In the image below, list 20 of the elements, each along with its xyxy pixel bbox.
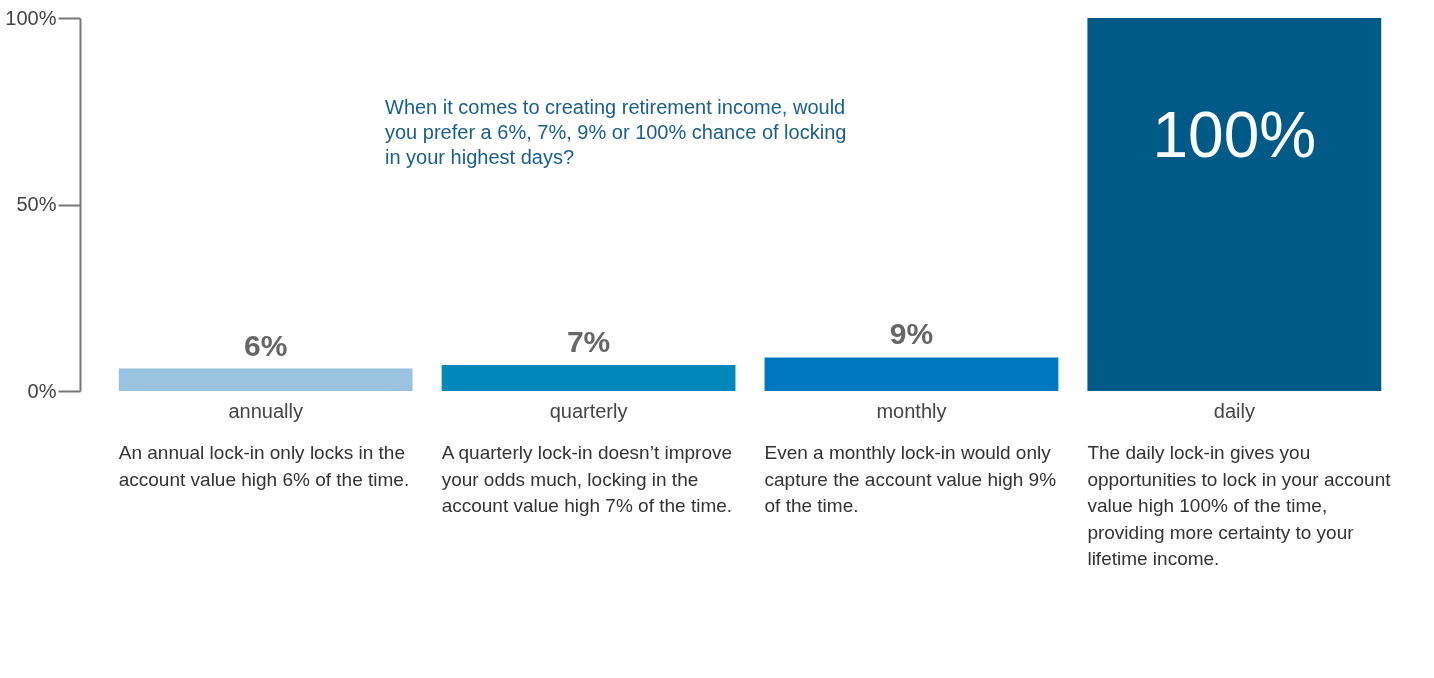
text: A quarterly lock-in doesn’t improve your odds much, locking in the account value high 7% of the time. bbox=[441, 441, 734, 519]
bar bbox=[441, 364, 736, 391]
data-label: 6% bbox=[243, 328, 288, 362]
x-tick-label: daily bbox=[1213, 399, 1255, 422]
y-tick-label: 100% bbox=[5, 6, 57, 29]
data-label: 7% bbox=[566, 324, 611, 358]
text: The daily lock-in gives you opportunities to lock in your account value high 100% of the time, providing more certainty to your lifetime income. bbox=[1087, 441, 1392, 572]
text: Even a monthly lock-in would only capture the account value high 9% of the time. bbox=[764, 441, 1058, 519]
annotation: When it comes to creating retirement income, would you prefer a 6%, 7%, 9% or 100% chance of locking in your highest days? bbox=[385, 95, 848, 170]
x-tick-label: annually bbox=[228, 399, 303, 422]
data-label: 9% bbox=[889, 317, 934, 351]
data-label: 100% bbox=[1152, 99, 1317, 171]
bar bbox=[1087, 18, 1382, 391]
text: An annual lock-in only locks in the account value high 6% of the time. bbox=[118, 441, 411, 492]
y-tick-label: 0% bbox=[27, 379, 57, 402]
bar bbox=[118, 368, 413, 391]
bar bbox=[764, 357, 1059, 391]
x-tick-label: quarterly bbox=[549, 399, 628, 422]
x-tick-label: monthly bbox=[876, 399, 947, 422]
y-tick-label: 50% bbox=[16, 193, 57, 215]
